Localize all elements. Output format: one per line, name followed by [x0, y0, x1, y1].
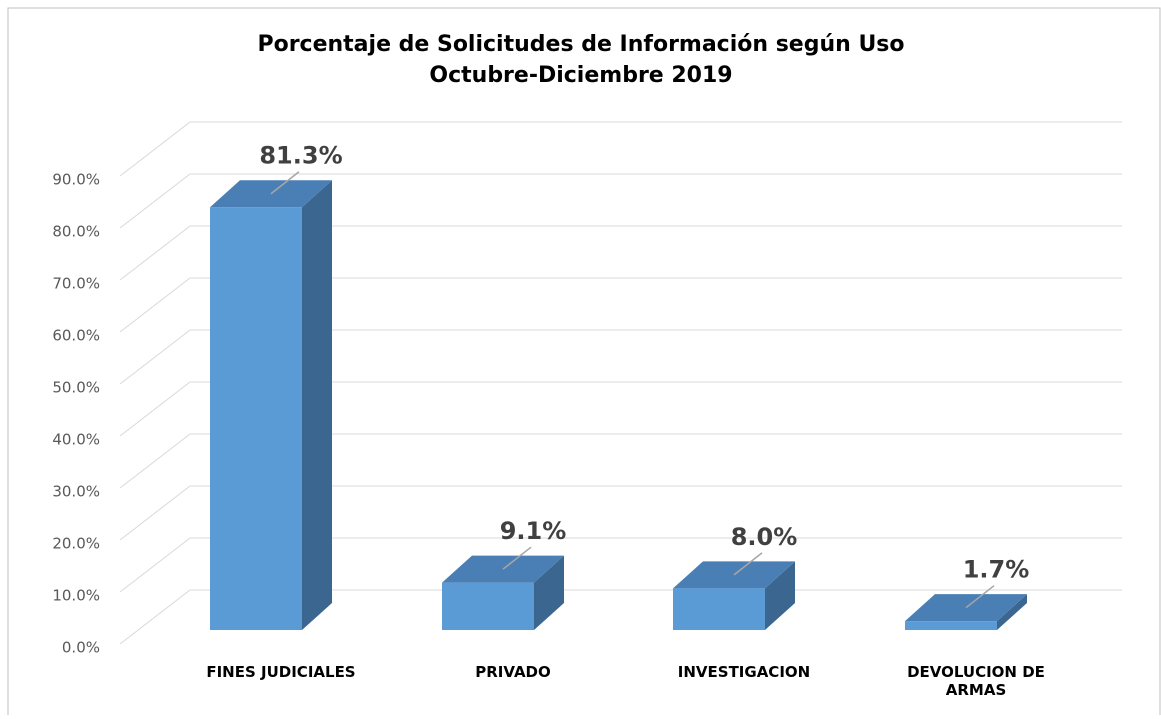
- y-tick-label: 70.0%: [52, 275, 100, 293]
- chart-subtitle: Octubre-Diciembre 2019: [429, 63, 732, 88]
- grid-line: [119, 537, 191, 593]
- y-tick-label: 20.0%: [52, 535, 100, 553]
- data-label: 8.0%: [731, 523, 798, 551]
- x-tick-label: PRIVADO: [475, 663, 551, 681]
- y-tick-label: 50.0%: [52, 379, 100, 397]
- leader-line: [733, 552, 763, 576]
- x-tick-label: DEVOLUCION DE ARMAS: [907, 663, 1045, 699]
- chart-title: Porcentaje de Solicitudes de Información…: [257, 32, 904, 57]
- y-tick-label: 60.0%: [52, 327, 100, 345]
- y-tick-label: 40.0%: [52, 431, 100, 449]
- grid-line: [119, 277, 191, 333]
- y-tick-label: 10.0%: [52, 587, 100, 605]
- bar-side: [765, 561, 795, 630]
- x-tick-label: FINES JUDICIALES: [206, 663, 356, 681]
- bar: [442, 555, 564, 630]
- data-label: 9.1%: [500, 517, 567, 545]
- bar: [673, 561, 795, 630]
- bar: [210, 180, 332, 631]
- grid-line: [119, 589, 191, 645]
- data-label: 81.3%: [259, 142, 342, 170]
- leader-line: [965, 585, 995, 609]
- grid-line: [119, 381, 191, 437]
- y-tick-label: 90.0%: [52, 171, 100, 189]
- bar: [905, 594, 1027, 630]
- y-tick-label: 80.0%: [52, 223, 100, 241]
- grid-line: [119, 225, 191, 281]
- grid-line: [119, 485, 191, 541]
- chart-border: [7, 7, 1161, 719]
- data-label: 1.7%: [963, 556, 1030, 584]
- bar-side: [997, 594, 1027, 630]
- bar-front: [673, 588, 765, 630]
- grid-line: [119, 433, 191, 489]
- bar-front: [905, 621, 997, 630]
- bar-side: [302, 180, 332, 631]
- bar-front: [210, 207, 302, 631]
- y-tick-label: 30.0%: [52, 483, 100, 501]
- grid-line: [119, 121, 191, 177]
- grid-line: [119, 329, 191, 385]
- leader-line: [502, 546, 532, 570]
- bar-side: [534, 555, 564, 630]
- y-tick-label: 0.0%: [62, 639, 100, 657]
- grid-line: [119, 173, 191, 229]
- leader-line: [270, 171, 300, 195]
- bar-front: [442, 582, 534, 630]
- x-tick-label: INVESTIGACION: [677, 663, 811, 681]
